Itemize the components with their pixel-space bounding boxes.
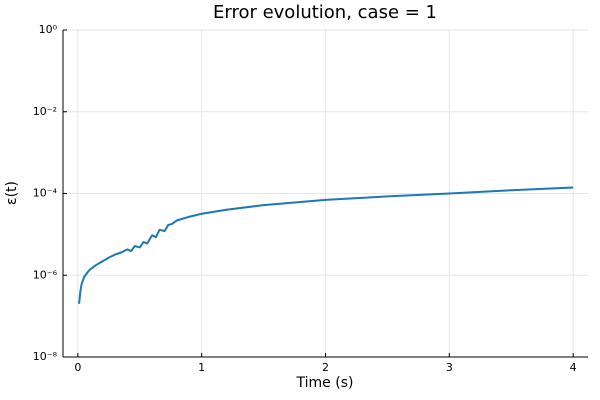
y-tick-label: 10⁻² [33, 105, 57, 118]
y-tick-label: 10⁻⁸ [33, 350, 58, 363]
y-tick-label: 10⁻⁶ [33, 268, 58, 281]
x-axis-label: Time (s) [296, 375, 354, 391]
x-tick-label: 1 [198, 361, 205, 374]
y-axis-label: ε(t) [4, 181, 20, 205]
x-tick-label: 2 [322, 361, 329, 374]
line-series [78, 186, 574, 304]
y-tick-label: 10⁰ [39, 23, 58, 36]
x-tick-label: 3 [446, 361, 453, 374]
chart-title: Error evolution, case = 1 [213, 2, 437, 23]
y-tick-label: 10⁻⁴ [33, 187, 58, 200]
x-tick-label: 4 [570, 361, 577, 374]
x-tick-label: 0 [74, 361, 81, 374]
